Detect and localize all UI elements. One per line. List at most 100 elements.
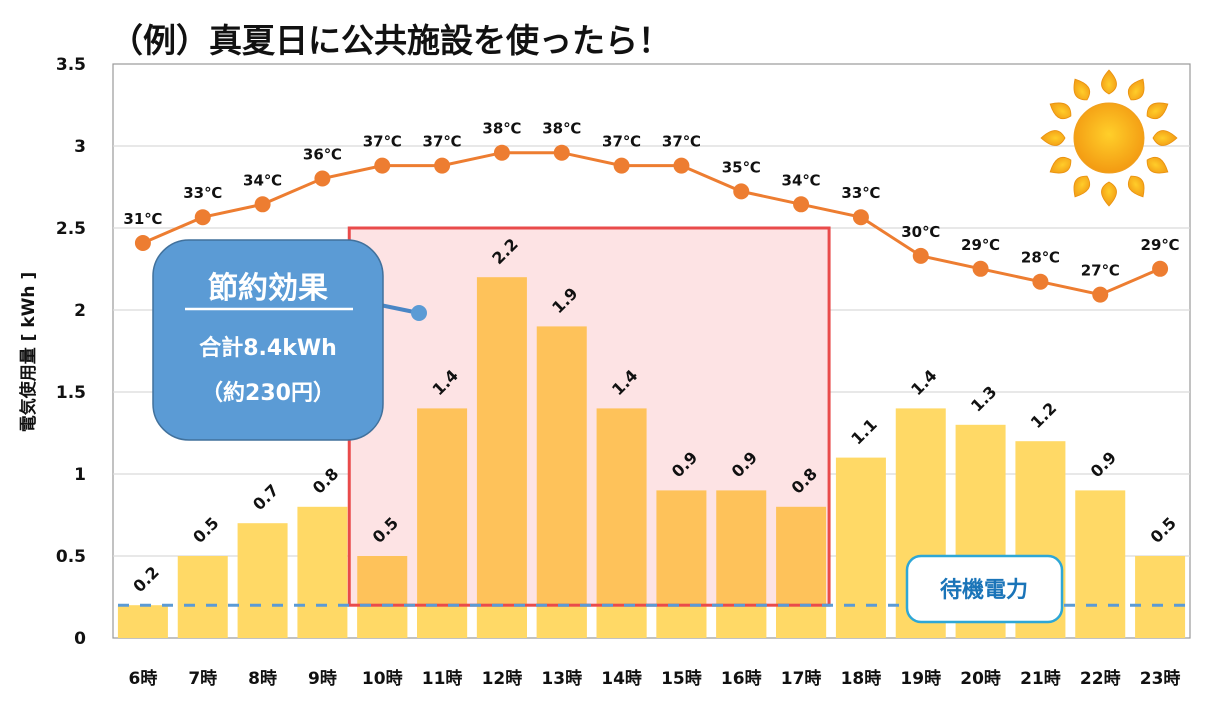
temperature-series: [134, 144, 1169, 303]
bar: [476, 277, 527, 638]
temperature-point: [314, 170, 331, 187]
temperature-point: [1032, 273, 1049, 290]
x-tick-label: 12時: [482, 668, 523, 689]
y-tick-label: 1: [74, 465, 86, 485]
bar-standby-portion: [716, 605, 767, 638]
temperature-label: 36℃: [303, 146, 342, 164]
temperature-point: [733, 183, 750, 200]
x-tick-label: 13時: [541, 668, 582, 689]
y-tick-label: 0.5: [56, 547, 86, 567]
y-tick-label: 0: [74, 629, 86, 649]
sun-ray: [1146, 156, 1169, 174]
y-tick-label: 3: [74, 137, 86, 157]
y-tick-label: 1.5: [56, 383, 86, 403]
temperature-point: [194, 209, 211, 226]
bar: [596, 408, 647, 638]
temperature-point: [493, 144, 510, 161]
temperature-line: [142, 151, 1161, 297]
bar-standby-portion: [776, 605, 827, 638]
sun-icon: [1040, 69, 1178, 207]
x-tick-label: 8時: [248, 668, 277, 689]
bar-standby-portion: [417, 605, 468, 638]
temperature-label: 28℃: [1021, 249, 1060, 267]
temperature-label: 37℃: [602, 133, 641, 151]
bar: [177, 556, 228, 638]
bar-standby-portion: [357, 605, 408, 638]
temperature-label: 34℃: [782, 171, 821, 189]
temperature-labels: 31℃ 33℃ 34℃ 36℃ 37℃ 37℃ 38℃ 38℃ 37℃ 37℃ 35℃ 34℃ 33℃ 3…: [123, 120, 1179, 280]
bar: [536, 326, 587, 638]
callout-total: 合計8.4kWh: [199, 335, 337, 361]
temperature-label: 29℃: [1141, 236, 1180, 254]
temperature-point: [912, 247, 929, 264]
sun-ray: [1040, 130, 1066, 146]
sun-ray: [1152, 130, 1178, 146]
callout-cost: （約230円）: [201, 380, 335, 406]
temperature-label: 31℃: [123, 210, 162, 228]
bar-data-label: 1.1: [847, 415, 880, 448]
y-tick-label: 2.5: [56, 219, 86, 239]
temperature-label: 29℃: [961, 236, 1000, 254]
standby-label-box: [905, 554, 1064, 624]
temperature-point: [134, 235, 151, 251]
sun-ray: [1146, 102, 1169, 120]
sun-ray: [1101, 69, 1117, 95]
x-tick-label: 15時: [661, 668, 702, 689]
sun-ray: [1101, 181, 1117, 207]
sun-ray: [1073, 175, 1091, 198]
x-tick-label: 21時: [1020, 668, 1061, 689]
sun-ray: [1073, 78, 1091, 101]
bar-data-label: 0.9: [1087, 448, 1120, 481]
sun-ray: [1049, 102, 1072, 120]
x-tick-label: 9時: [308, 668, 337, 689]
x-tick-label: 14時: [601, 668, 642, 689]
standby-label: 待機電力: [905, 554, 1064, 624]
sun-disc: [1073, 102, 1145, 174]
temperature-point: [434, 157, 451, 174]
temperature-point: [553, 144, 570, 161]
bar: [237, 523, 288, 638]
bar-standby-portion: [536, 605, 587, 638]
bar-data-label: 0.2: [129, 563, 162, 596]
bar-data-label: 1.3: [967, 382, 1000, 415]
x-tick-label: 20時: [960, 668, 1001, 689]
temperature-point: [1092, 286, 1109, 303]
temperature-label: 30℃: [901, 223, 940, 241]
x-tick-label: 22時: [1080, 668, 1121, 689]
bar: [297, 506, 348, 638]
bar: [835, 457, 886, 638]
temperature-point: [972, 260, 989, 277]
temperature-label: 34℃: [243, 171, 282, 189]
bar: [117, 605, 168, 638]
sun-ray: [1049, 156, 1072, 174]
sun-ray: [1127, 78, 1145, 101]
temperature-point: [1152, 260, 1169, 277]
callout-pointer-dot: [411, 305, 427, 321]
temperature-point: [254, 196, 271, 213]
bar-standby-portion: [596, 605, 647, 638]
standby-label-text: 待機電力: [940, 577, 1028, 603]
temperature-point: [613, 157, 630, 174]
x-tick-label: 11時: [422, 668, 463, 689]
y-axis-label: 電気使用量 [ kWh ]: [18, 272, 39, 432]
x-tick-label: 10時: [362, 668, 403, 689]
temperature-label: 33℃: [183, 184, 222, 202]
bar-standby-portion: [656, 605, 707, 638]
temperature-point: [852, 209, 869, 226]
bar: [1075, 490, 1126, 638]
x-tick-label: 7時: [188, 668, 217, 689]
bar-series: [117, 277, 1186, 638]
y-tick-label: 3.5: [56, 55, 86, 75]
y-tick-label: 2: [74, 301, 86, 321]
temperature-point: [374, 157, 391, 174]
x-tick-label: 23時: [1140, 668, 1181, 689]
bar-standby-portion: [476, 605, 527, 638]
callout-box: [152, 239, 384, 441]
x-axis-ticks: 6時 7時 8時 9時 10時 11時 12時 13時 14時 15時 16時 17時 18時 19時 20…: [128, 668, 1180, 689]
temperature-point: [793, 196, 810, 213]
temperature-label: 37℃: [363, 133, 402, 151]
callout-title: 節約効果: [208, 271, 328, 306]
temperature-label: 38℃: [542, 120, 581, 138]
bar-data-label: 1.4: [907, 366, 940, 399]
